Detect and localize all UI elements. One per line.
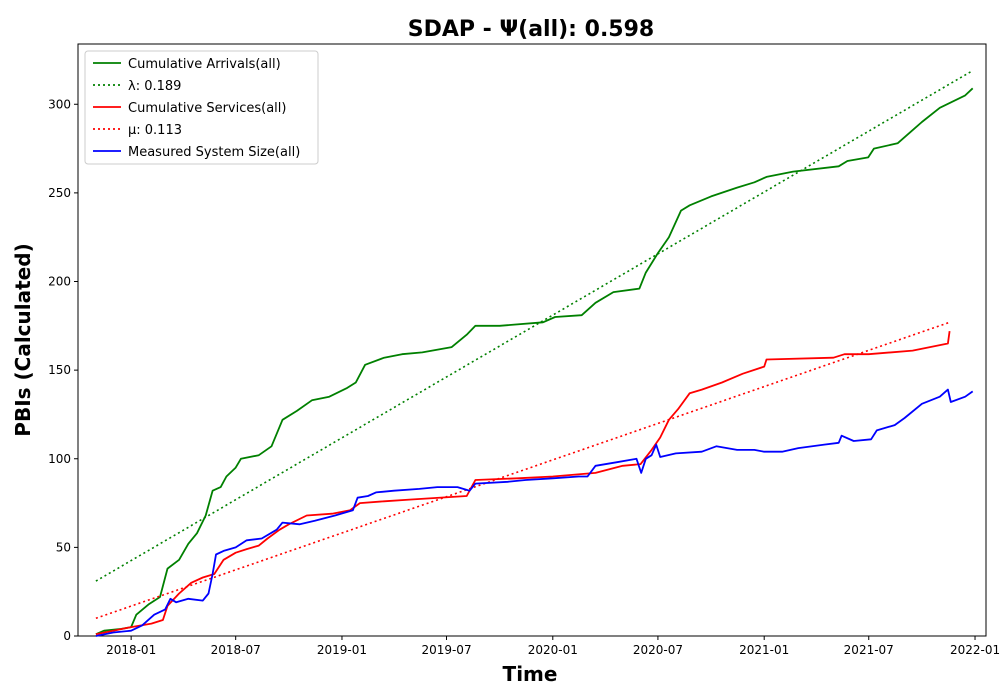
chart-title: SDAP - Ψ(all): 0.598 <box>408 17 654 42</box>
y-tick-label: 300 <box>48 97 71 111</box>
x-tick-label: 2021-01 <box>739 643 789 657</box>
x-tick-label: 2019-07 <box>421 643 471 657</box>
y-tick-label: 250 <box>48 186 71 200</box>
legend-label: Cumulative Services(all) <box>128 101 286 116</box>
plot-area: 2018-01 2018-07 2019-01 2019-07 2020-01 2020-… <box>48 43 1000 657</box>
x-tick-label: 2018-07 <box>211 643 261 657</box>
y-tick-label: 200 <box>48 275 71 289</box>
series-line-0-113 <box>95 321 950 620</box>
y-tick-label: 50 <box>56 540 71 554</box>
legend-label: λ: 0.189 <box>128 79 181 94</box>
legend-label: Measured System Size(all) <box>128 145 300 160</box>
legend: Cumulative Arrivals(all) λ: 0.189 Cumulati… <box>84 50 319 165</box>
y-tick-label: 100 <box>48 452 71 466</box>
y-tick-label: 0 <box>63 629 71 643</box>
x-tick-label: 2022-01 <box>950 643 1000 657</box>
legend-label: Cumulative Arrivals(all) <box>128 57 281 72</box>
x-axis-title: Time <box>503 662 558 686</box>
x-tick-label: 2020-07 <box>633 643 683 657</box>
y-axis-title: PBIs (Calculated) <box>11 243 35 436</box>
y-axis: 0 50 100 150 200 250 300 <box>48 97 78 643</box>
y-tick-label: 150 <box>48 363 71 377</box>
legend-label: μ: 0.113 <box>128 123 182 138</box>
series-line-0-189 <box>95 69 974 582</box>
series-layer <box>95 69 974 637</box>
x-tick-label: 2018-01 <box>106 643 156 657</box>
series-line-cumulative-arrivals-all <box>95 87 974 636</box>
series-line-cumulative-services-all <box>95 330 951 636</box>
plot-frame <box>77 43 987 637</box>
legend-box <box>84 50 319 165</box>
x-tick-label: 2019-01 <box>317 643 367 657</box>
x-axis: 2018-01 2018-07 2019-01 2019-07 2020-01 2020-… <box>106 636 1000 657</box>
x-tick-label: 2021-07 <box>844 643 894 657</box>
x-tick-label: 2020-01 <box>528 643 578 657</box>
series-line-measured-system-size-all <box>95 388 974 637</box>
